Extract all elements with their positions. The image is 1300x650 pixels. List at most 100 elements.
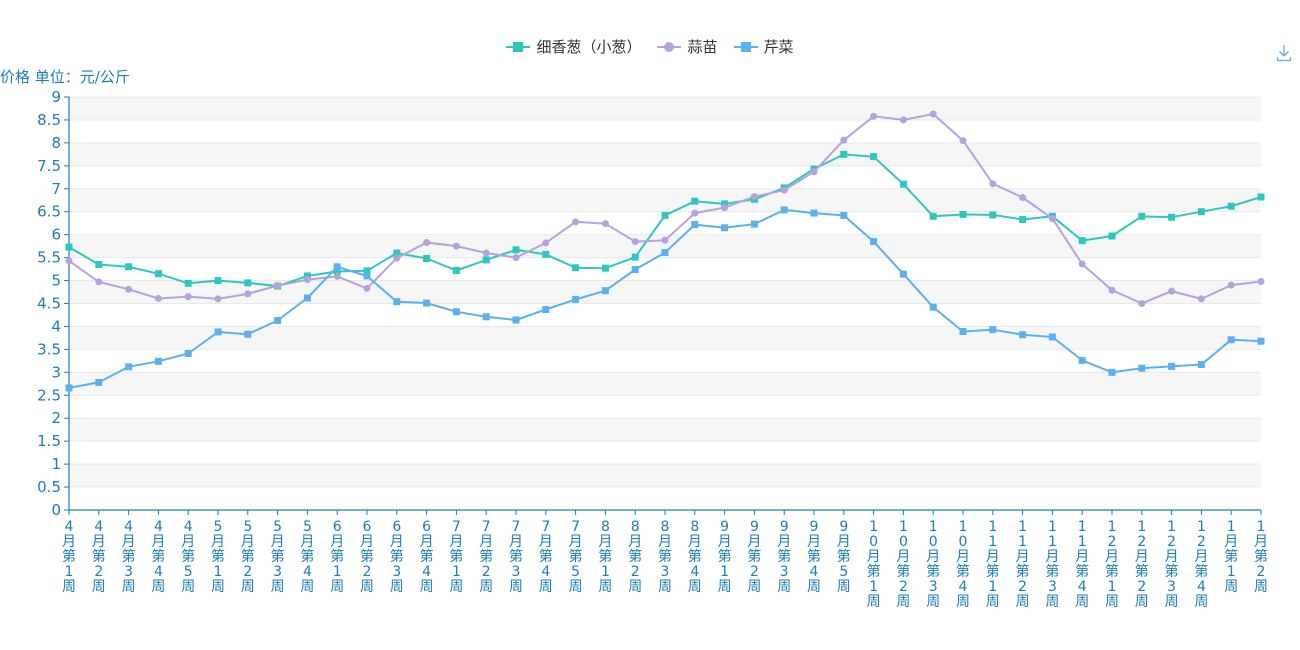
legend-label: 芹菜	[763, 38, 794, 56]
x-tick-label: 7 月第 1 周	[449, 519, 463, 595]
data-point-1	[154, 294, 162, 302]
data-point-2	[1108, 368, 1116, 376]
grid-band	[69, 418, 1261, 442]
data-point-1	[1108, 286, 1116, 294]
x-tick-label: 8 月第 1 周	[598, 519, 612, 595]
data-point-1	[721, 204, 729, 212]
download-icon[interactable]	[1276, 44, 1292, 62]
data-point-0	[870, 153, 878, 161]
data-point-2	[989, 326, 997, 334]
data-point-1	[393, 254, 401, 262]
data-point-2	[929, 303, 937, 311]
data-point-1	[691, 209, 699, 217]
x-tick-label: 1 1 月第 3 周	[1045, 519, 1059, 610]
data-point-0	[452, 266, 460, 274]
data-point-2	[780, 206, 788, 214]
data-point-2	[423, 299, 431, 307]
data-point-1	[601, 220, 609, 228]
data-point-2	[1019, 331, 1027, 339]
data-point-2	[899, 270, 907, 278]
y-tick-label: 5.5	[37, 249, 61, 267]
legend-item[interactable]: 细香葱（小葱）	[506, 36, 641, 57]
y-tick-label: 1.5	[37, 432, 61, 450]
x-tick-label: 7 月第 5 周	[569, 519, 583, 595]
data-point-2	[959, 327, 967, 335]
x-tick-label: 1 0 月第 3 周	[926, 519, 940, 610]
data-point-0	[154, 270, 162, 278]
data-point-2	[810, 209, 818, 217]
x-tick-label: 5 月第 2 周	[241, 519, 255, 595]
grid-band	[69, 464, 1261, 488]
x-tick-label: 1 2 月第 1 周	[1105, 519, 1119, 610]
grid-band	[69, 97, 1261, 120]
x-tick-label: 8 月第 2 周	[628, 519, 642, 595]
data-point-1	[840, 136, 848, 144]
y-tick-label: 9	[51, 88, 61, 106]
y-tick-label: 8.5	[37, 111, 61, 129]
data-point-0	[1108, 232, 1116, 240]
data-point-0	[512, 246, 520, 254]
y-tick-label: 3	[51, 363, 61, 381]
data-point-1	[1197, 295, 1205, 303]
x-tick-label: 7 月第 3 周	[509, 519, 523, 595]
x-tick-label: 7 月第 4 周	[539, 519, 553, 595]
legend-label: 细香葱（小葱）	[536, 38, 642, 56]
x-tick-label: 4 月第 1 周	[62, 519, 76, 595]
data-point-1	[542, 239, 550, 247]
data-point-0	[244, 279, 252, 287]
data-point-0	[214, 277, 222, 285]
x-tick-label: 1 月第 2 周	[1254, 519, 1268, 595]
data-point-0	[1257, 193, 1265, 201]
data-point-0	[959, 210, 967, 218]
data-point-1	[661, 236, 669, 244]
data-point-0	[95, 260, 103, 268]
data-point-1	[274, 282, 282, 290]
legend-item[interactable]: 蒜苗	[657, 36, 718, 57]
data-point-1	[1257, 277, 1265, 285]
data-point-1	[572, 218, 580, 226]
data-point-2	[1257, 337, 1265, 345]
data-point-1	[512, 254, 520, 262]
data-point-1	[780, 186, 788, 194]
data-point-1	[303, 276, 311, 284]
legend-swatch	[657, 40, 682, 54]
x-tick-label: 6 月第 2 周	[360, 519, 374, 595]
y-tick-label: 0	[51, 501, 61, 519]
legend-swatch	[733, 40, 758, 54]
data-point-0	[363, 267, 371, 275]
data-point-2	[721, 224, 729, 232]
grid-band	[69, 372, 1261, 396]
y-tick-label: 2.5	[37, 386, 61, 404]
x-tick-label: 4 月第 4 周	[151, 519, 165, 595]
data-point-2	[840, 211, 848, 219]
data-point-0	[333, 267, 341, 275]
data-point-0	[303, 272, 311, 280]
data-point-0	[184, 279, 192, 287]
data-point-0	[542, 250, 550, 258]
data-point-1	[65, 257, 73, 265]
data-point-0	[691, 197, 699, 205]
data-point-2	[125, 363, 133, 371]
data-point-0	[1019, 216, 1027, 224]
data-point-1	[214, 295, 222, 303]
data-point-1	[333, 272, 341, 280]
data-point-2	[601, 287, 609, 295]
data-point-0	[989, 211, 997, 219]
data-point-1	[125, 285, 133, 293]
legend-item[interactable]: 芹菜	[733, 36, 794, 57]
data-point-1	[482, 249, 490, 257]
grid-band	[69, 326, 1261, 350]
data-point-1	[423, 238, 431, 246]
data-point-1	[363, 284, 371, 292]
data-point-1	[1168, 287, 1176, 295]
data-point-1	[631, 238, 639, 246]
data-point-1	[1048, 215, 1056, 223]
data-point-1	[1227, 281, 1235, 289]
x-tick-label: 9 月第 1 周	[718, 519, 732, 595]
data-point-2	[691, 221, 699, 229]
x-tick-label: 9 月第 5 周	[837, 519, 851, 595]
data-point-0	[631, 253, 639, 261]
y-tick-label: 0.5	[37, 478, 61, 496]
data-point-1	[1078, 260, 1086, 268]
